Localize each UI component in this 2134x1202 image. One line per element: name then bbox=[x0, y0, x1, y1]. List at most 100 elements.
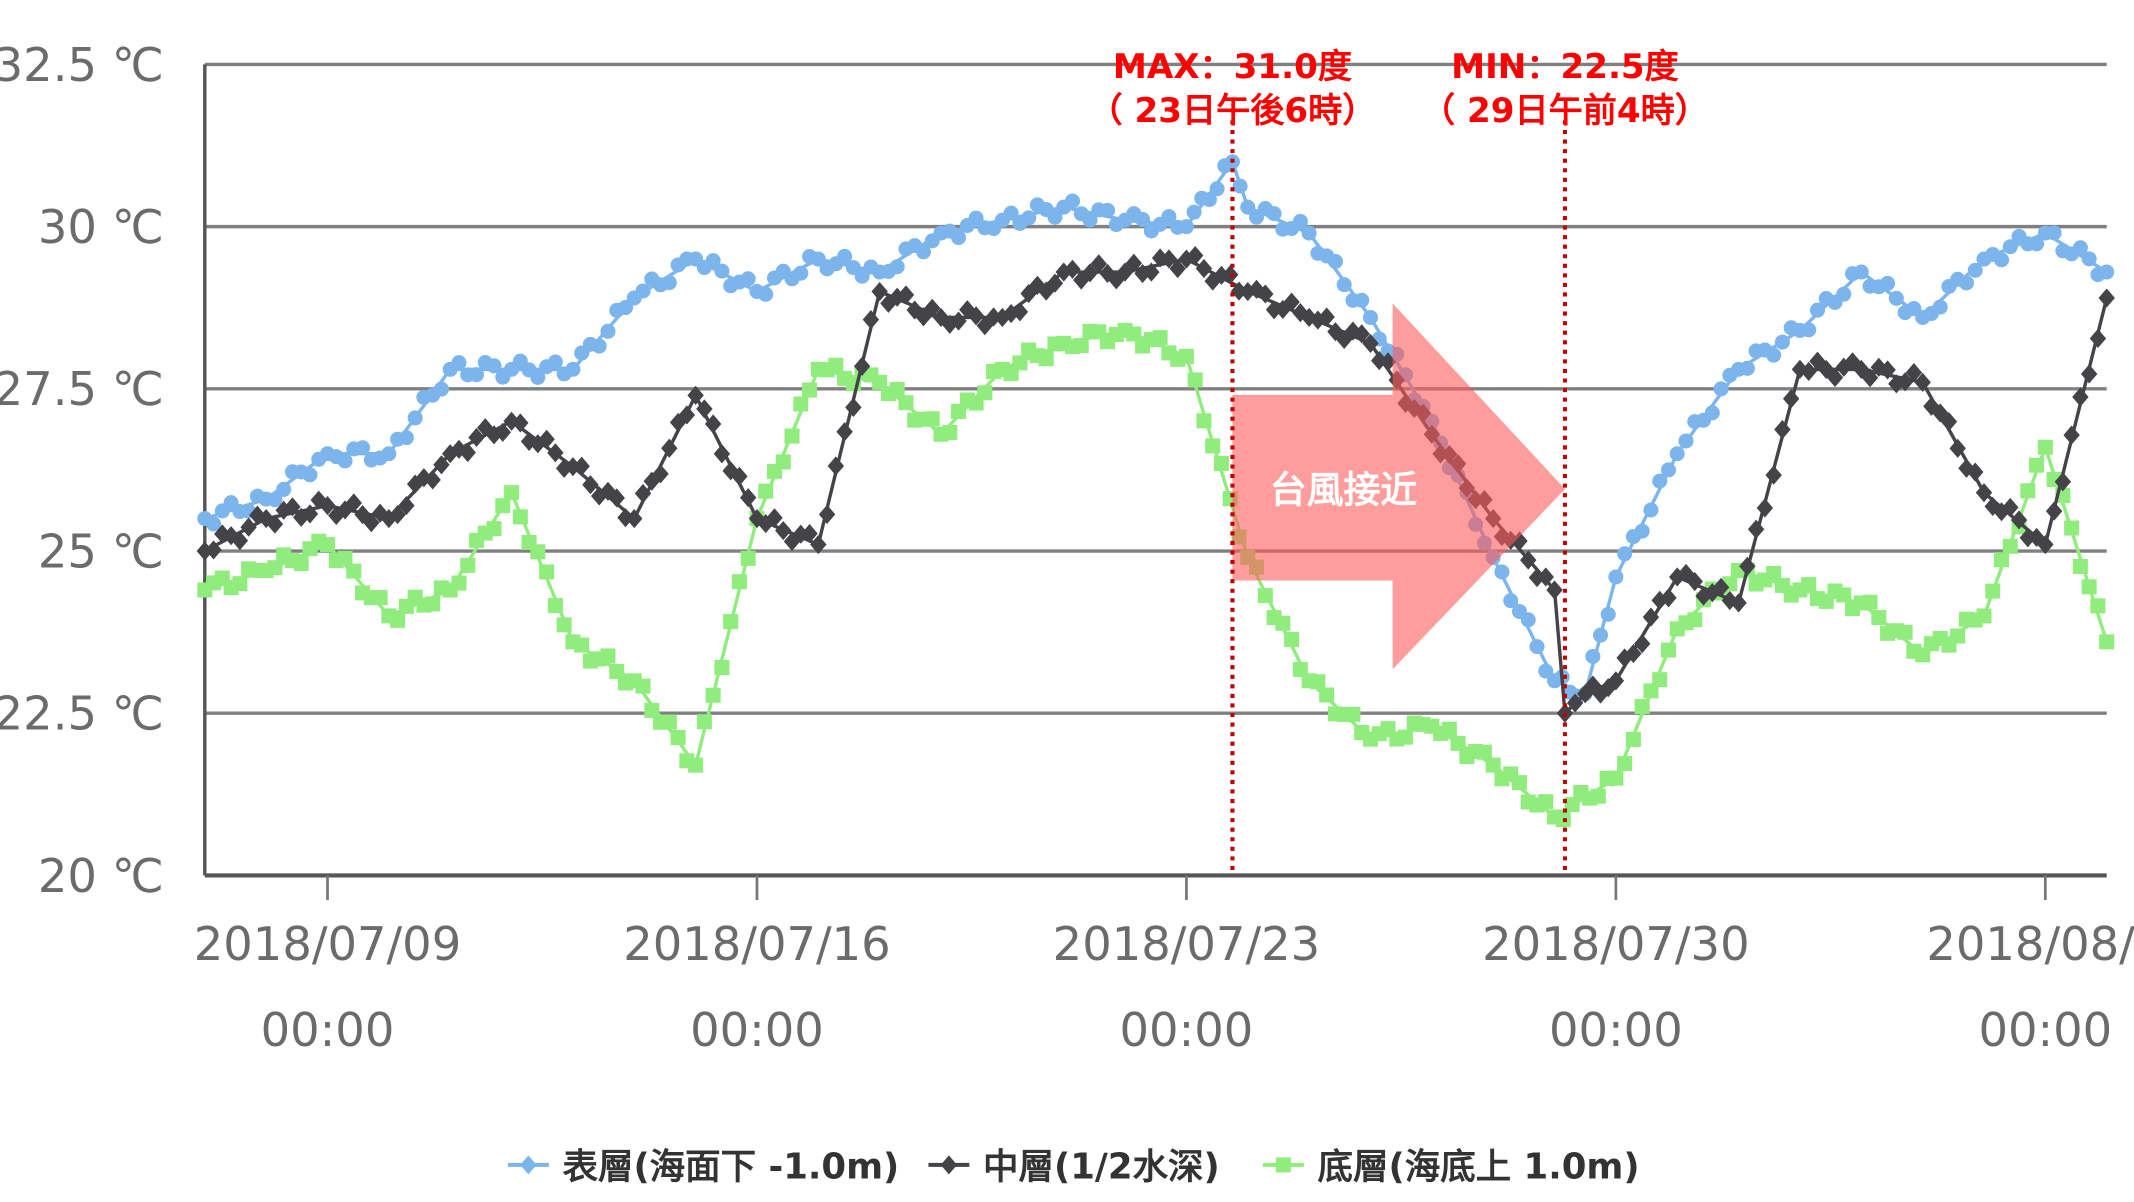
data-point bbox=[740, 488, 757, 508]
data-point bbox=[2029, 457, 2045, 473]
data-point bbox=[574, 637, 590, 653]
data-point bbox=[1319, 687, 1335, 703]
data-point bbox=[1441, 721, 1457, 737]
x-axis-ticks: 2018/07/09 00:00 2018/07/16 00:00 2018/07/23… bbox=[194, 875, 2134, 1057]
data-point bbox=[924, 411, 940, 427]
data-point bbox=[564, 457, 582, 477]
data-point bbox=[1494, 564, 1510, 580]
data-point bbox=[714, 263, 730, 279]
data-point bbox=[950, 311, 967, 331]
legend-item-0: 表層(海面下 -1.0m) bbox=[507, 1147, 900, 1188]
data-point bbox=[731, 574, 747, 590]
data-point bbox=[837, 248, 853, 264]
x-tick-date: 2018/07/30 bbox=[1482, 917, 1749, 971]
data-point bbox=[372, 590, 388, 606]
data-point bbox=[1520, 550, 1537, 570]
data-point bbox=[2037, 439, 2053, 455]
typhoon-arrow-label: 台風接近 bbox=[1270, 469, 1418, 512]
data-point bbox=[1600, 606, 1616, 622]
data-point bbox=[626, 509, 643, 529]
data-point bbox=[468, 367, 485, 383]
x-tick-date: 2018/07/09 bbox=[194, 917, 461, 971]
data-point bbox=[2002, 497, 2019, 517]
data-point bbox=[1284, 632, 1300, 648]
data-point bbox=[1713, 381, 1729, 397]
data-point bbox=[1327, 253, 1343, 269]
data-point bbox=[1081, 263, 1099, 283]
data-point bbox=[740, 271, 756, 287]
data-point bbox=[1739, 556, 1756, 576]
series-line bbox=[204, 328, 2109, 820]
data-point bbox=[1617, 755, 1633, 771]
data-point bbox=[494, 422, 511, 442]
data-point bbox=[968, 210, 984, 226]
data-point bbox=[1669, 446, 1685, 462]
data-point bbox=[2002, 239, 2018, 255]
data-point bbox=[723, 614, 739, 630]
data-point bbox=[1607, 671, 1625, 691]
data-point bbox=[1002, 303, 1020, 324]
data-point bbox=[1967, 262, 1983, 278]
data-point bbox=[539, 564, 555, 580]
y-tick-label: 22.5 ℃ bbox=[0, 687, 164, 741]
data-point bbox=[1292, 213, 1308, 229]
y-tick-label: 32.5 ℃ bbox=[0, 38, 164, 92]
data-point bbox=[1652, 672, 1668, 688]
data-point bbox=[775, 454, 791, 470]
data-point bbox=[1888, 290, 1904, 306]
data-point bbox=[2029, 236, 2045, 252]
data-point bbox=[889, 381, 905, 398]
data-point bbox=[1678, 433, 1694, 449]
data-point bbox=[1528, 568, 1546, 588]
data-point bbox=[600, 648, 616, 664]
data-point bbox=[1976, 608, 1992, 624]
series-0 bbox=[197, 154, 2115, 704]
data-point bbox=[740, 550, 756, 566]
data-point bbox=[845, 397, 862, 417]
data-point bbox=[1730, 593, 1747, 613]
data-point bbox=[1861, 368, 1879, 388]
data-point bbox=[425, 596, 441, 612]
x-tick-time: 00:00 bbox=[1549, 1003, 1683, 1057]
data-point bbox=[1003, 205, 1019, 221]
data-point bbox=[1205, 438, 1221, 454]
legend-label: 表層(海面下 -1.0m) bbox=[563, 1147, 900, 1188]
data-point bbox=[1301, 225, 1317, 241]
data-point bbox=[1178, 219, 1194, 235]
data-point bbox=[337, 550, 353, 566]
data-point bbox=[1038, 351, 1054, 367]
data-point bbox=[486, 521, 502, 537]
data-point bbox=[1994, 552, 2010, 568]
data-point bbox=[337, 453, 353, 469]
data-point bbox=[2072, 240, 2088, 256]
data-point bbox=[1625, 731, 1641, 747]
data-point bbox=[1336, 277, 1352, 293]
data-point bbox=[451, 355, 467, 371]
data-point bbox=[206, 516, 222, 532]
data-point bbox=[652, 464, 669, 484]
min-label: MIN：22.5度 bbox=[1451, 47, 1679, 87]
legend-marker-icon bbox=[940, 1155, 958, 1175]
data-point bbox=[1801, 322, 1817, 338]
data-point bbox=[1292, 661, 1308, 677]
data-point bbox=[1967, 462, 1984, 482]
legend-marker-icon bbox=[520, 1155, 537, 1175]
data-point bbox=[1896, 372, 1914, 392]
data-point bbox=[1826, 367, 1844, 388]
data-point bbox=[1756, 498, 1774, 518]
data-point bbox=[1537, 567, 1554, 587]
data-point bbox=[688, 757, 704, 773]
data-point bbox=[328, 505, 345, 526]
data-point bbox=[1046, 273, 1064, 293]
data-point bbox=[460, 557, 476, 573]
data-point bbox=[512, 509, 528, 525]
data-point bbox=[758, 286, 774, 302]
data-point bbox=[1232, 178, 1248, 194]
data-point bbox=[2020, 483, 2036, 499]
data-point bbox=[1747, 519, 1765, 539]
data-point bbox=[1800, 361, 1817, 381]
data-point bbox=[512, 413, 529, 433]
data-point bbox=[1652, 473, 1668, 489]
data-point bbox=[346, 563, 362, 579]
data-point bbox=[1660, 642, 1676, 658]
